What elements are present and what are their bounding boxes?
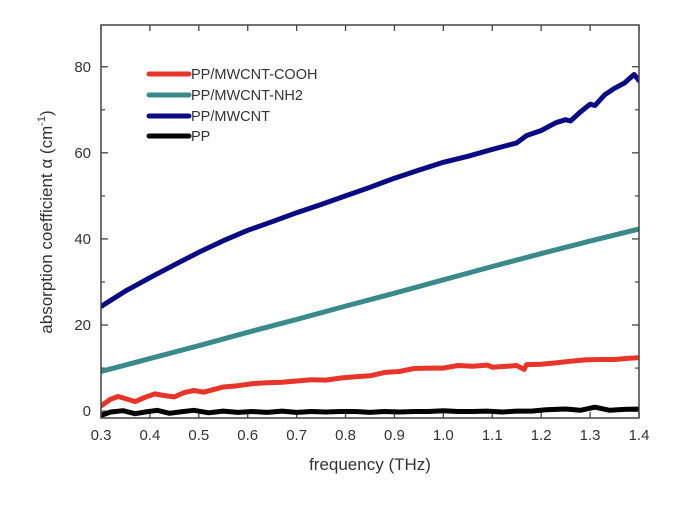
x-tick-label: 1.2	[531, 427, 552, 444]
x-tick-label: 0.7	[286, 427, 307, 444]
y-axis-label: absorption coefficient α (cm-1)	[36, 110, 56, 333]
legend-item: PP/MWCNT	[146, 109, 270, 125]
legend-label: PP/MWCNT-NH2	[191, 88, 303, 104]
y-tick-label: 80	[74, 59, 91, 76]
series-line-pp-mwcnt-nh2	[101, 226, 639, 374]
series-line-pp	[101, 404, 639, 418]
y-axis-label-sup: -1	[36, 116, 48, 126]
x-axis-label: frequency (THz)	[309, 455, 431, 474]
x-tick-label: 0.4	[139, 427, 160, 444]
legend-label: PP	[191, 129, 210, 145]
x-tick-label: 0.6	[237, 427, 258, 444]
legend-label: PP/MWCNT-COOH	[191, 67, 317, 83]
plot-frame	[100, 24, 640, 419]
legend-item: PP	[146, 129, 210, 145]
x-tick-label: 1.1	[482, 427, 503, 444]
series-line-pp-mwcnt	[101, 72, 639, 309]
x-tick-label: 0.8	[335, 427, 356, 444]
y-tick-label: 0	[83, 403, 91, 420]
x-tick-label: 1.0	[433, 427, 454, 444]
x-tick-label: 0.3	[91, 427, 112, 444]
legend-label: PP/MWCNT	[191, 109, 270, 125]
legend-item: PP/MWCNT-NH2	[146, 88, 303, 104]
x-tick-label: 1.3	[580, 427, 601, 444]
y-tick-label: 20	[74, 317, 91, 334]
x-tick-label: 0.9	[384, 427, 405, 444]
x-tick-label: 0.5	[188, 427, 209, 444]
legend: PP/MWCNT-COOH PP/MWCNT-NH2 PP/MWCNT PP	[146, 67, 317, 145]
y-axis-label-main: absorption coefficient α (cm	[37, 126, 56, 334]
x-tick-label: 1.4	[629, 427, 650, 444]
y-tick-label: 40	[74, 231, 91, 248]
y-axis-label-close: )	[37, 110, 56, 116]
series-line-pp-mwcnt-cooh	[101, 355, 639, 409]
legend-item: PP/MWCNT-COOH	[146, 67, 317, 83]
y-tick-label: 60	[74, 145, 91, 162]
